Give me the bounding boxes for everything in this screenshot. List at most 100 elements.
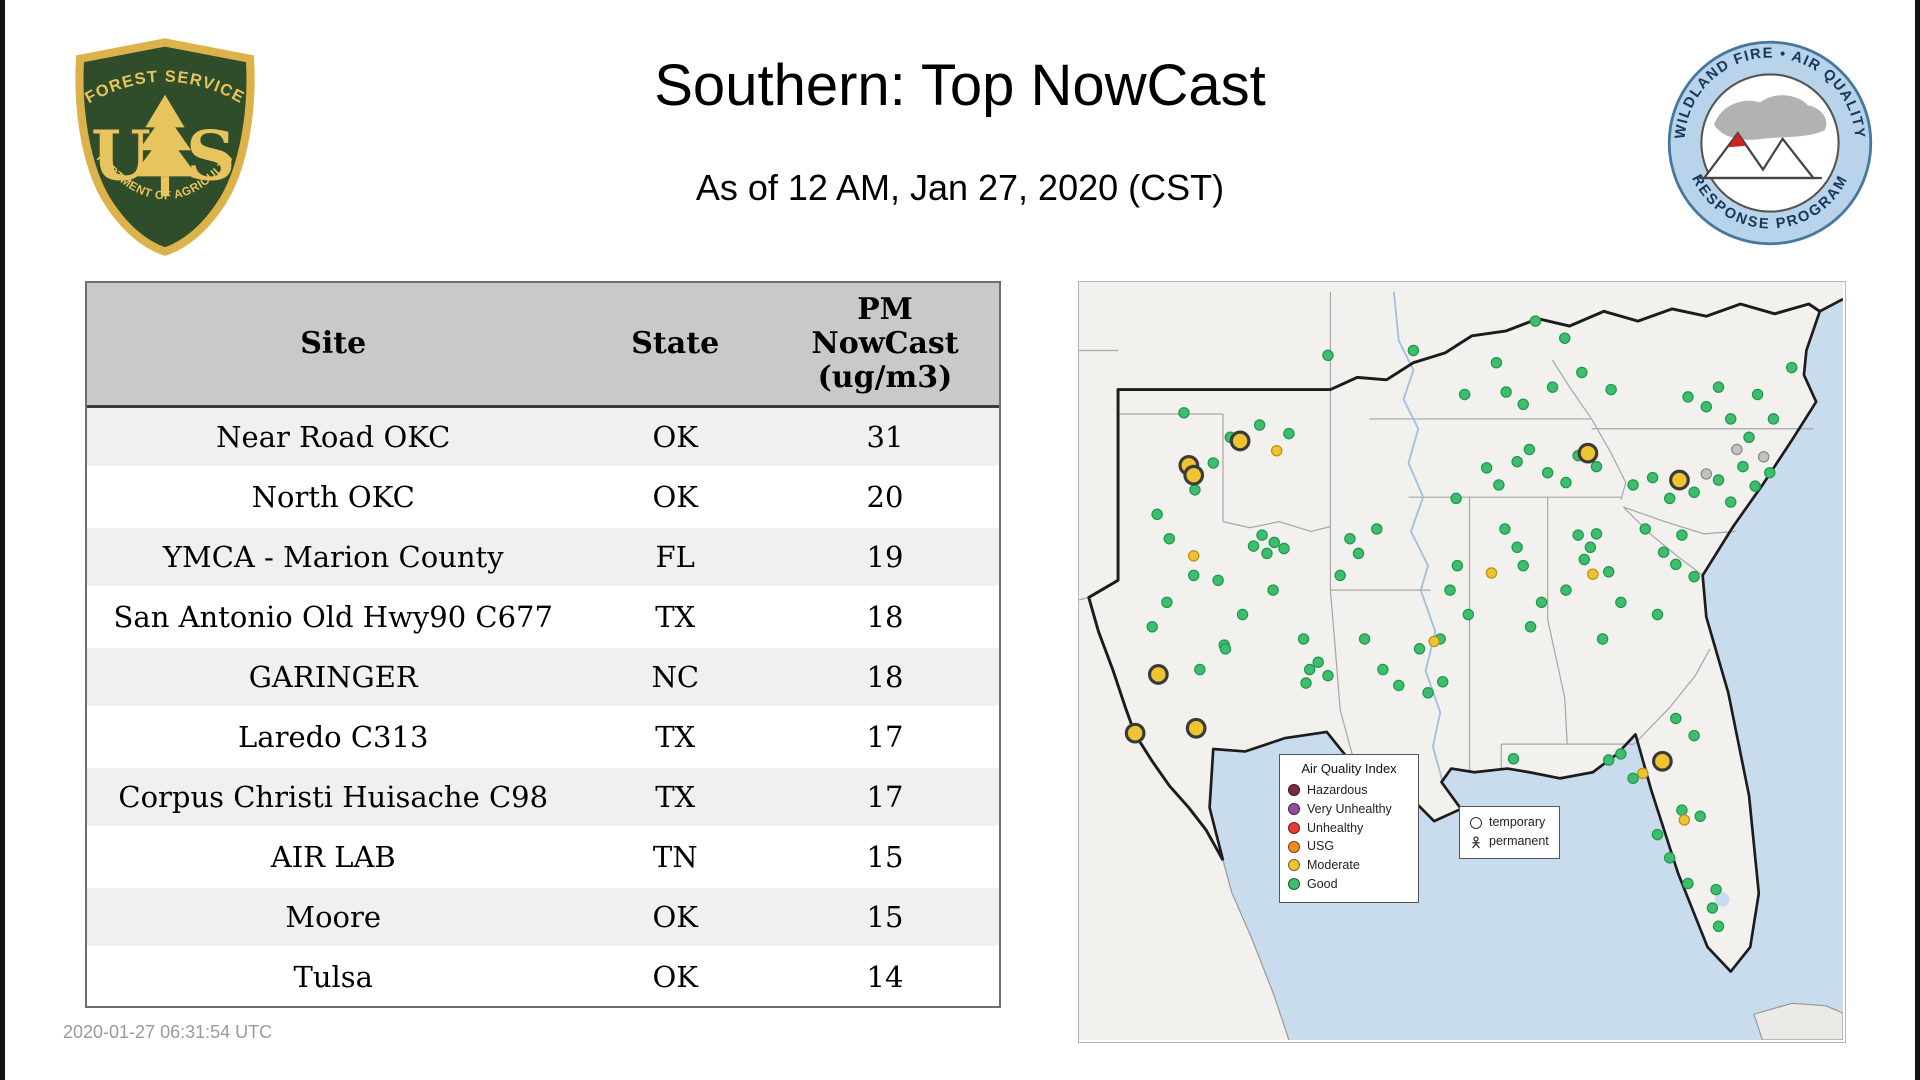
map-marker-good — [1694, 810, 1706, 823]
state-borders — [1079, 291, 1814, 772]
aqi-color-swatch — [1288, 840, 1300, 853]
table-row: Near Road OKC OK 31 — [87, 406, 999, 467]
map-marker-good — [1663, 852, 1676, 864]
table-row: North OKC OK 20 — [87, 466, 999, 527]
map-marker-moderate — [1637, 767, 1649, 780]
map-marker-good — [1688, 486, 1700, 499]
map-marker-good — [1458, 388, 1471, 401]
pm-nowcast-cell: 18 — [866, 599, 904, 634]
site-cell: Tulsa — [293, 959, 373, 994]
table-row: AIR LAB TN 15 — [87, 826, 999, 887]
nowcast-table-container: Site State PM NowCast (ug/m3) Near Road … — [85, 281, 1001, 1008]
map-marker-good — [1743, 431, 1755, 444]
table-row: Moore OK 15 — [87, 886, 999, 947]
map-marker-good — [1590, 460, 1603, 473]
map-marker-good — [1444, 584, 1456, 596]
map-marker-good — [1786, 361, 1798, 374]
state-cell: TX — [655, 779, 696, 814]
map-marker-good — [1256, 529, 1268, 541]
pm-nowcast-cell: 19 — [866, 539, 904, 574]
map-marker-good — [1670, 558, 1682, 571]
map-marker-good — [1560, 584, 1572, 596]
map-marker-good — [1322, 669, 1334, 682]
map-marker-good — [1490, 356, 1503, 369]
mississippi-river — [1392, 291, 1444, 783]
site-cell: Near Road OKC — [216, 419, 451, 454]
state-cell: OK — [652, 479, 698, 514]
map-marker-good — [1413, 643, 1426, 655]
map-marker-good — [1371, 523, 1383, 535]
marker-type-legend: temporary permanent — [1459, 806, 1560, 859]
map-marker-good — [1602, 566, 1615, 578]
aqi-legend-label: USG — [1307, 839, 1335, 854]
map-marker-good — [1303, 663, 1316, 676]
map-marker-good — [1207, 457, 1219, 469]
map-marker-good — [1462, 608, 1475, 621]
column-header-site: Site — [87, 283, 580, 408]
aqi-legend-item: USG — [1288, 837, 1410, 856]
map-marker-good — [1712, 474, 1725, 486]
pm-nowcast-cell: 18 — [866, 659, 904, 694]
map-marker-good — [1212, 574, 1224, 587]
map-marker-good — [1283, 427, 1295, 440]
map-marker-good — [1724, 496, 1737, 508]
map-marker-good — [1358, 633, 1371, 645]
usfs-logo: FOREST SERVICE DEPARTMENT OF AGRICULTURE… — [67, 38, 255, 256]
map-marker-good — [1517, 398, 1529, 411]
permanent-legend-row: permanent — [1470, 832, 1549, 851]
aqi-legend-item: Unhealthy — [1288, 819, 1410, 838]
map-marker-good — [1422, 687, 1434, 699]
map-marker-good — [1297, 633, 1310, 645]
map-marker-good — [1584, 541, 1597, 554]
map-marker-good — [1578, 553, 1591, 566]
site-cell: North OKC — [251, 479, 415, 514]
map-marker-good — [1688, 570, 1700, 583]
map-marker-good — [1751, 388, 1764, 401]
temporary-label: temporary — [1489, 815, 1546, 829]
usfs-monogram-s: S — [186, 117, 236, 197]
aqi-legend-label: Very Unhealthy — [1307, 801, 1392, 816]
map-marker-temporary-moderate — [1185, 717, 1207, 739]
map-marker-good — [1278, 542, 1290, 555]
map-marker-good — [1247, 540, 1260, 552]
map-marker-good — [1676, 529, 1688, 541]
map-island-cuba — [1753, 1002, 1843, 1040]
map-marker-good — [1322, 349, 1334, 362]
temporary-legend-row: temporary — [1470, 813, 1549, 832]
pm-nowcast-cell: 15 — [866, 839, 904, 874]
pm-nowcast-cell: 17 — [866, 779, 904, 814]
table-header-row: Site State PM NowCast (ug/m3) — [87, 283, 999, 408]
map-marker-temporary-moderate — [1124, 722, 1146, 744]
map-marker-good — [1682, 877, 1694, 890]
permanent-marker-icon — [1472, 835, 1480, 848]
map-marker-good — [1712, 920, 1725, 933]
pm-nowcast-cell: 20 — [866, 479, 904, 514]
nowcast-table-body: Near Road OKC OK 31 North OKC OK 20 YMCA - Mar… — [87, 406, 999, 1006]
site-cell: YMCA - Marion County — [162, 539, 504, 574]
map-marker-good — [1682, 391, 1694, 403]
aqi-color-swatch — [1288, 803, 1300, 816]
map-marker-good — [1523, 443, 1536, 456]
map-marker-good — [1500, 386, 1512, 398]
aqi-legend-label: Hazardous — [1307, 783, 1368, 797]
state-cell: OK — [652, 959, 698, 994]
state-cell: TN — [652, 839, 698, 874]
map-marker-good — [1749, 480, 1761, 492]
map-marker-good — [1670, 712, 1682, 725]
region-border — [1087, 302, 1821, 861]
mexico-coast — [1222, 860, 1290, 1040]
site-cell: San Antonio Old Hwy90 C677 — [113, 599, 553, 634]
map-marker-good — [1334, 569, 1346, 582]
state-cell: OK — [652, 419, 698, 454]
map-marker-temporary-moderate — [1147, 664, 1169, 685]
usfs-pine-tree-icon — [132, 94, 198, 196]
map-marker-good — [1627, 772, 1639, 785]
map-marker-good — [1524, 621, 1537, 633]
map-marker-missing — [1700, 468, 1713, 480]
aqi-legend-label: Unhealthy — [1307, 820, 1364, 835]
table-row: GARINGER NC 18 — [87, 646, 999, 707]
map-marker-good — [1646, 471, 1659, 484]
map-marker-moderate — [1270, 444, 1283, 457]
map-marker-good — [1161, 596, 1173, 609]
pm-nowcast-cell: 31 — [866, 419, 904, 454]
